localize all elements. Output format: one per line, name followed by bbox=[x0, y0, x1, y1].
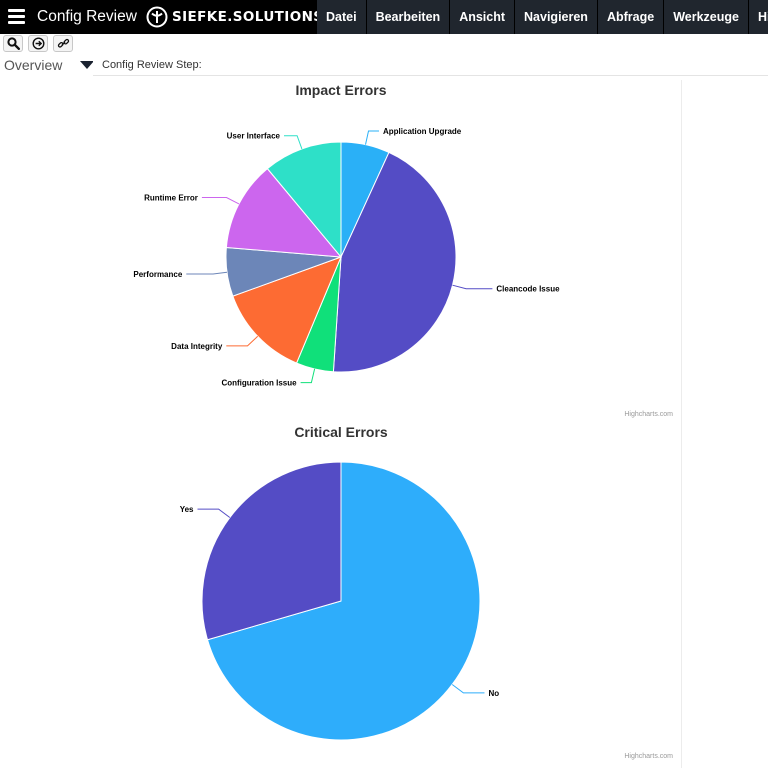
logo-emblem-icon bbox=[146, 6, 168, 28]
label-data-integrity: Data Integrity bbox=[171, 342, 223, 351]
main-menu: Datei Bearbeiten Ansicht Navigieren Abfr… bbox=[317, 0, 768, 34]
search-button[interactable] bbox=[3, 35, 23, 52]
company-logo: SIEFKE.SOLUTIONS bbox=[146, 5, 323, 29]
label-performance: Performance bbox=[133, 270, 182, 279]
highcharts-credit[interactable]: Highcharts.com bbox=[624, 411, 673, 418]
caret-down-icon[interactable] bbox=[80, 61, 94, 69]
navigate-button[interactable] bbox=[28, 35, 48, 52]
pie-slice-runtime-error[interactable] bbox=[225, 167, 343, 258]
menu-werkzeuge[interactable]: Werkzeuge bbox=[663, 0, 748, 34]
connector-data-integrity bbox=[226, 335, 259, 347]
pie-slice-user-interface[interactable] bbox=[266, 141, 342, 259]
hamburger-menu-icon[interactable] bbox=[8, 9, 25, 24]
menu-datei[interactable]: Datei bbox=[326, 10, 357, 24]
connector-configuration-issue bbox=[300, 368, 316, 384]
label-application-upgrade: Application Upgrade bbox=[383, 127, 462, 136]
connector-yes bbox=[197, 508, 231, 518]
label-yes: Yes bbox=[180, 505, 194, 514]
menu-ansicht[interactable]: Ansicht bbox=[449, 0, 514, 34]
overview-label: Overview bbox=[4, 57, 63, 73]
label-configuration-issue: Configuration Issue bbox=[221, 379, 297, 388]
config-review-step-label: Config Review Step: bbox=[93, 56, 768, 76]
link-icon bbox=[57, 38, 69, 48]
pie-slice-data-integrity[interactable] bbox=[232, 256, 342, 364]
search-icon bbox=[6, 37, 20, 50]
connector-runtime-error bbox=[201, 197, 240, 205]
critical-errors-title: Critical Errors bbox=[294, 424, 388, 440]
logo-text: SIEFKE.SOLUTIONS bbox=[172, 9, 324, 25]
label-runtime-error: Runtime Error bbox=[144, 194, 198, 203]
charts-canvas: Impact Errors Application Upgrade Cleanco… bbox=[133, 82, 673, 760]
link-button[interactable] bbox=[53, 35, 73, 52]
app-title: Config Review bbox=[37, 8, 137, 25]
pie-slice-no[interactable] bbox=[206, 461, 481, 741]
toolbar bbox=[0, 34, 768, 54]
impact-errors-chart: Impact Errors Application Upgrade Cleanco… bbox=[133, 82, 673, 418]
connector-application-upgrade bbox=[365, 130, 379, 145]
arrow-right-circle-icon bbox=[31, 37, 45, 50]
label-cleancode-issue: Cleancode Issue bbox=[496, 285, 560, 294]
menu-abfrage[interactable]: Abfrage bbox=[596, 0, 663, 34]
connector-no bbox=[451, 684, 485, 694]
pie-slice-yes[interactable] bbox=[201, 461, 342, 641]
overview-row: Overview Config Review Step: bbox=[0, 56, 768, 76]
charts-area: Impact Errors Application Upgrade Cleanco… bbox=[0, 80, 682, 768]
impact-errors-title: Impact Errors bbox=[295, 82, 386, 98]
label-user-interface: User Interface bbox=[227, 132, 281, 141]
connector-cleancode-issue bbox=[452, 284, 493, 290]
connector-performance bbox=[186, 271, 228, 275]
panel-divider bbox=[681, 80, 682, 768]
critical-errors-chart: Critical Errors No Yes Highcharts.com bbox=[180, 424, 673, 760]
menu-bearbeiten[interactable]: Bearbeiten bbox=[365, 0, 450, 34]
top-bar: Config Review SIEFKE.SOLUTIONS Datei Bea… bbox=[0, 0, 768, 34]
label-no: No bbox=[489, 689, 500, 698]
highcharts-credit[interactable]: Highcharts.com bbox=[624, 753, 673, 760]
menu-navigieren[interactable]: Navigieren bbox=[514, 0, 597, 34]
menu-hilfe[interactable]: Hilfe bbox=[747, 0, 768, 34]
connector-user-interface bbox=[284, 135, 303, 150]
